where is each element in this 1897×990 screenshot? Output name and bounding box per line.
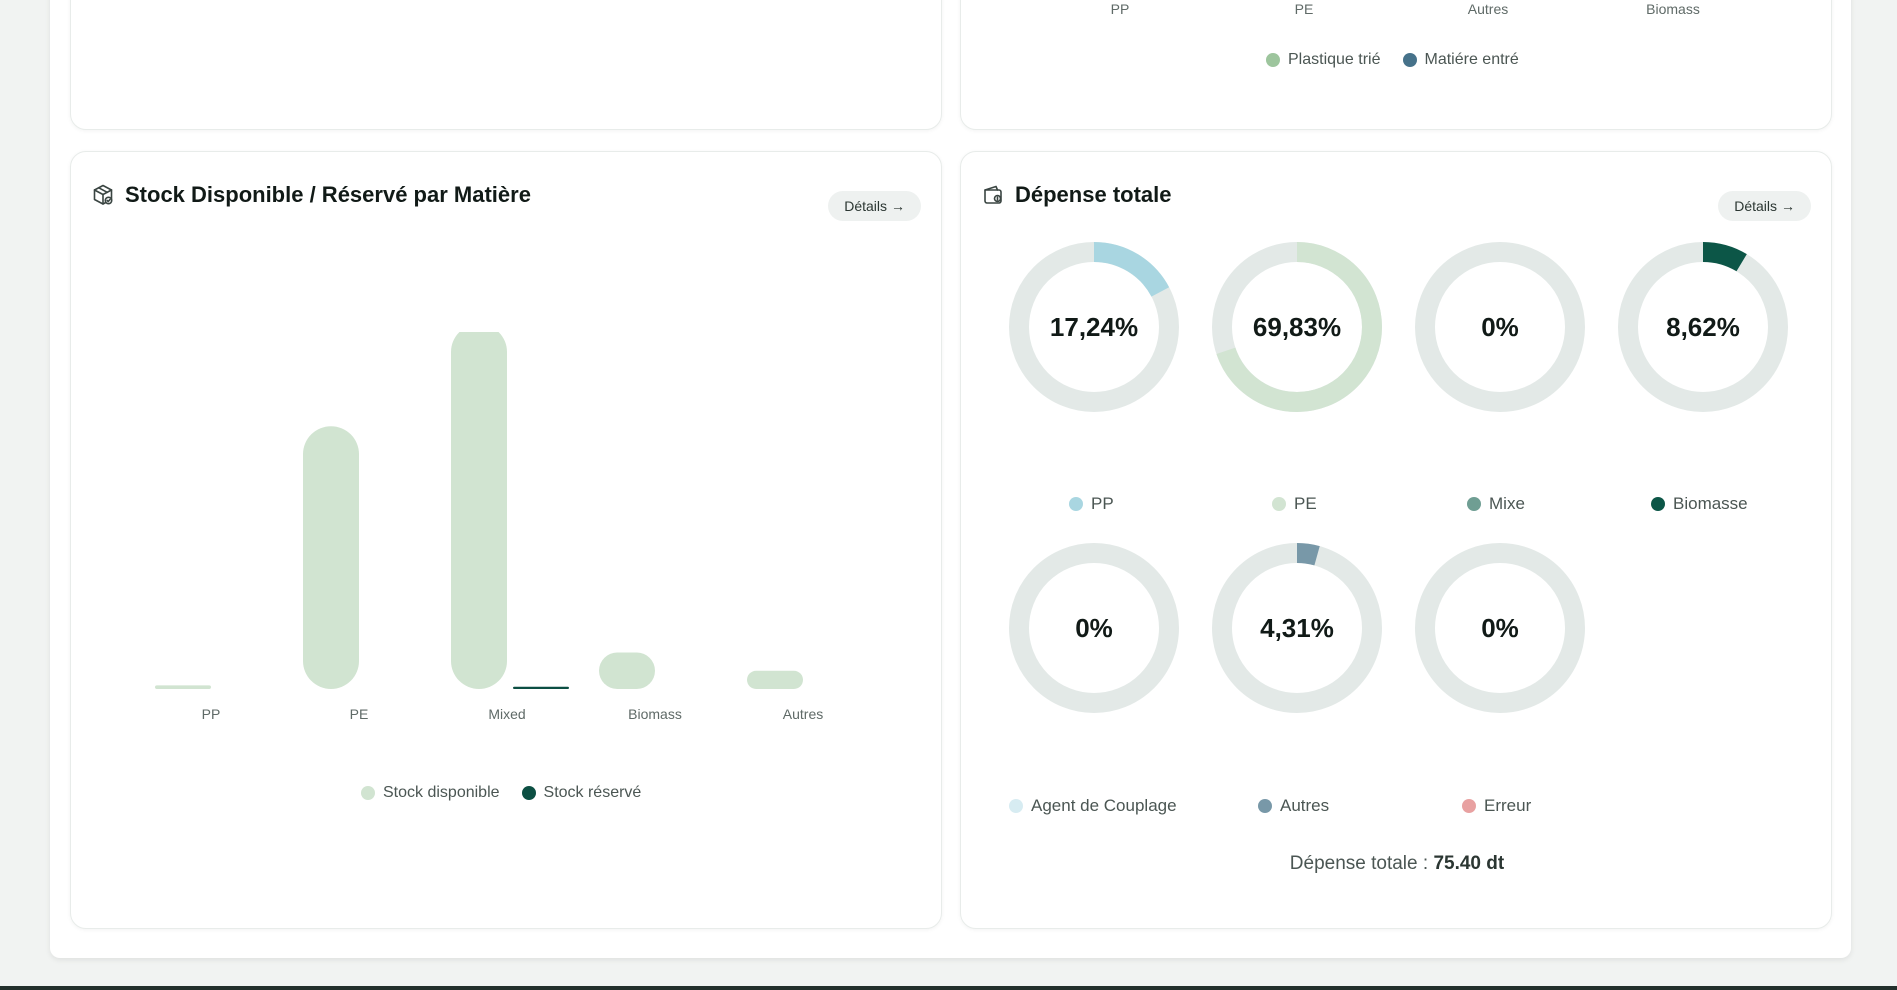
details-button[interactable]: Détails →: [1718, 191, 1811, 221]
legend-item-agent[interactable]: Agent de Couplage: [1009, 796, 1177, 816]
donut-arc: [1212, 242, 1382, 412]
total-value: 75.40 dt: [1433, 853, 1505, 874]
arrow-right-icon: →: [1781, 198, 1795, 214]
legend-label: Erreur: [1484, 796, 1532, 815]
x-tick-label: Biomass: [1646, 1, 1700, 17]
legend-dot: [1462, 799, 1476, 813]
bar-stock-disponible-autres[interactable]: [747, 670, 803, 689]
legend-label: Biomasse: [1673, 494, 1748, 513]
legend-dot: [1009, 799, 1023, 813]
details-label: Détails: [844, 198, 887, 214]
bar-stock-disponible-pe[interactable]: [303, 426, 359, 689]
donut-biomasse[interactable]: 8,62%: [1618, 242, 1788, 412]
legend-dot: [521, 786, 536, 800]
donut-ring: [1009, 242, 1179, 412]
legend-dot: [1467, 497, 1481, 511]
legend-label: Mixe: [1489, 494, 1525, 513]
donut-percent-label: 4,31%: [1260, 612, 1334, 643]
arrow-right-icon: →: [891, 198, 905, 214]
legend-label: Stock disponible: [383, 784, 500, 801]
legend-item-biomasse[interactable]: Biomasse: [1651, 494, 1748, 514]
card-header: Stock Disponible / Réservé par Matière: [91, 182, 531, 208]
x-tick-label: Biomass: [628, 706, 682, 722]
legend-label: Agent de Couplage: [1031, 796, 1177, 815]
details-label: Détails: [1734, 198, 1777, 214]
x-tick-label: PP: [202, 706, 221, 722]
donut-ring: [1009, 543, 1179, 713]
legend-item-pp[interactable]: PP: [1069, 494, 1114, 514]
legend-item-matiere[interactable]: Matiére entré: [1402, 51, 1519, 69]
wallet-icon: [984, 185, 1002, 204]
donut-ring: [1618, 242, 1788, 412]
legend-label: Plastique trié: [1288, 51, 1381, 68]
donut-percent-label: 0%: [1481, 311, 1519, 342]
stock-card: Stock Disponible / Réservé par Matière D…: [70, 151, 942, 929]
donut-agent-de-couplage[interactable]: 0%: [1009, 543, 1179, 713]
legend-item-mixe[interactable]: Mixe: [1467, 494, 1525, 514]
x-tick-label: PE: [350, 706, 369, 722]
donut-ring: [1212, 242, 1382, 412]
legend-dot: [361, 786, 375, 800]
donut-pe[interactable]: 69,83%: [1212, 242, 1382, 412]
donut-percent-label: 0%: [1075, 612, 1113, 643]
legend-dot: [1069, 497, 1083, 511]
legend-item-pe[interactable]: PE: [1272, 494, 1317, 514]
plastique-matiere-card: PP PE Autres Biomass Plastique trié Mati…: [960, 0, 1832, 130]
package-icon: [93, 184, 113, 205]
stock-bar-chart: PP PE Mixed Biomass Autres: [155, 332, 823, 722]
x-tick-label: PP: [1110, 1, 1130, 17]
details-button[interactable]: Détails →: [828, 191, 921, 221]
donut-arc: [1618, 242, 1788, 412]
donut-autres[interactable]: 4,31%: [1212, 543, 1382, 713]
card-title: Stock Disponible / Réservé par Matière: [125, 182, 531, 207]
legend-label: PP: [1091, 494, 1114, 513]
donut-percent-label: 0%: [1481, 612, 1519, 643]
legend-label: Autres: [1280, 796, 1330, 815]
donut-arc: [1212, 543, 1382, 713]
x-tick-label: Autres: [783, 706, 823, 722]
bar-stock-reserve-mixed[interactable]: [513, 686, 569, 689]
card-title: Dépense totale: [1015, 182, 1172, 207]
legend-dot: [1272, 497, 1286, 511]
donut-percent-label: 8,62%: [1666, 311, 1740, 342]
legend-label: Stock réservé: [543, 784, 642, 801]
legend-dot: [1651, 497, 1665, 511]
x-tick-label: Autres: [1467, 1, 1509, 17]
legend-item-plastique[interactable]: Plastique trié: [1266, 51, 1381, 69]
bar-stock-disponible-mixed[interactable]: [451, 332, 507, 689]
legend-label: PE: [1294, 494, 1317, 513]
donut-arc: [1009, 242, 1179, 412]
chart-legend: Plastique trié Matiére entré: [1266, 51, 1519, 69]
donut-ring: [1212, 543, 1382, 713]
x-tick-label: PE: [1294, 1, 1314, 17]
bar-stock-disponible-pp[interactable]: [155, 685, 211, 689]
donut-percent-label: 69,83%: [1252, 311, 1342, 342]
donut-track: [1009, 543, 1179, 713]
bar-stock-disponible-biomass[interactable]: [599, 652, 655, 690]
legend-item-stock-reserve[interactable]: Stock réservé: [521, 784, 642, 802]
donut-ring: [1415, 242, 1585, 412]
donut-ring: [1415, 543, 1585, 713]
donut-pp[interactable]: 17,24%: [1009, 242, 1179, 412]
donut-track: [1415, 242, 1585, 412]
legend-dot: [1266, 53, 1280, 67]
top-left-card: [70, 0, 942, 130]
legend-item-autres[interactable]: Autres: [1258, 796, 1329, 816]
total-prefix: Dépense totale :: [1289, 853, 1429, 874]
card-header: Dépense totale: [981, 182, 1172, 208]
donut-track: [1415, 543, 1585, 713]
depense-card: Dépense totale Détails → 17,24% 69,83% 0% 8…: [960, 151, 1832, 929]
donut-erreur[interactable]: 0%: [1415, 543, 1585, 713]
chart-legend: Stock disponible Stock réservé: [361, 784, 641, 802]
legend-item-stock-disponible[interactable]: Stock disponible: [361, 784, 500, 802]
donut-mixe[interactable]: 0%: [1415, 242, 1585, 412]
total-depense: Dépense totale : 75.40 dt: [961, 853, 1833, 875]
legend-label: Matiére entré: [1424, 51, 1519, 68]
legend-dot: [1258, 799, 1272, 813]
x-tick-label: Mixed: [488, 706, 525, 722]
legend-dot: [1402, 53, 1417, 67]
legend-item-erreur[interactable]: Erreur: [1462, 796, 1531, 816]
bottom-bar: [0, 986, 1897, 990]
donut-percent-label: 17,24%: [1049, 311, 1139, 342]
